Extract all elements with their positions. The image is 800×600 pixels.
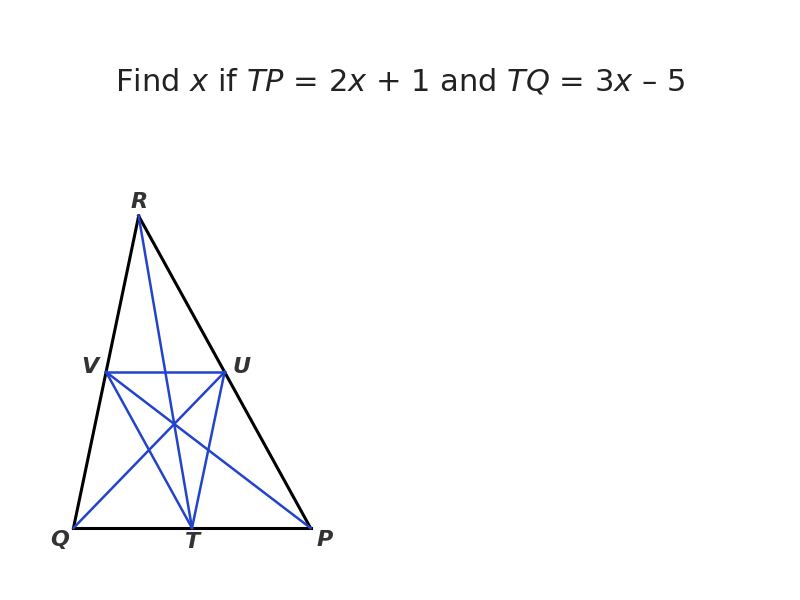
Text: V: V (81, 357, 98, 377)
Text: Find $x$ if $\mathit{TP}$ = 2$x$ + 1 and $\mathit{TQ}$ = 3$x$ – 5: Find $x$ if $\mathit{TP}$ = 2$x$ + 1 and… (115, 66, 685, 96)
Text: U: U (232, 357, 250, 377)
Text: Q: Q (50, 530, 69, 550)
Text: P: P (317, 530, 333, 550)
Text: R: R (130, 191, 147, 212)
Text: T: T (185, 532, 199, 553)
